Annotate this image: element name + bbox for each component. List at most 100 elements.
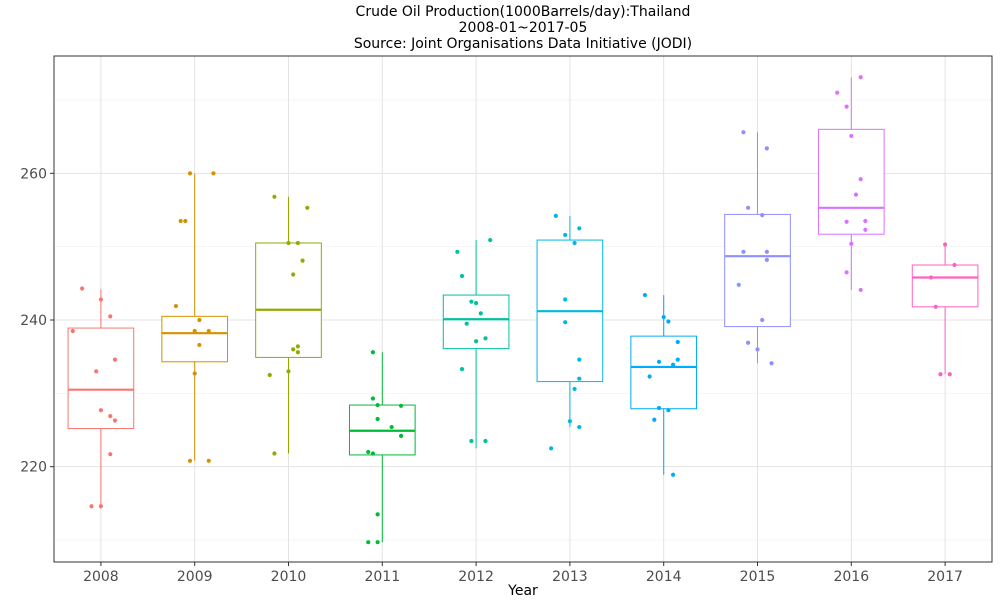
data-point [178,218,183,224]
boxes [67,77,979,543]
data-point [286,369,291,374]
data-point [483,336,488,341]
data-point [670,362,676,367]
data-point [844,219,849,224]
data-point [272,451,277,456]
data-point [474,301,479,306]
data-point [863,218,868,224]
x-tick-label: 2008 [83,569,119,585]
data-point [370,451,376,456]
data-point [187,171,193,176]
data-point [572,240,577,246]
data-point [375,402,380,408]
data-point [370,350,376,355]
data-point [844,270,849,275]
data-point [849,133,854,139]
box-body [161,315,229,363]
data-point [206,458,211,463]
data-point [760,213,765,218]
data-point [764,249,769,254]
box-2017 [911,244,979,375]
data-point [675,357,680,362]
data-point [389,424,394,430]
data-point [366,449,371,455]
data-point [746,340,751,345]
data-point [295,240,300,246]
data-point [98,297,103,302]
box-2009 [161,173,229,461]
x-tick-label: 2014 [646,569,682,585]
data-point [760,317,765,323]
box-2016 [817,77,885,290]
data-point [666,408,671,413]
data-point [563,232,568,238]
data-point [656,405,662,411]
data-point [741,130,746,135]
data-point [577,357,582,362]
data-points [70,75,957,545]
data-point [736,282,741,287]
box-body [255,242,322,358]
data-point [642,292,648,298]
data-point [197,317,202,323]
data-point [844,104,849,109]
data-point [938,372,943,377]
data-point [70,328,75,334]
data-point [267,372,272,378]
data-point [464,321,469,326]
data-point [398,433,404,438]
data-point [647,374,652,379]
data-point [764,257,769,262]
data-point [483,438,488,444]
data-point [295,344,300,349]
data-point [656,359,662,364]
data-point [947,372,952,377]
x-tick-label: 2012 [458,569,494,585]
data-point [108,452,113,457]
data-point [858,177,863,182]
data-point [549,446,554,451]
box-body [67,327,135,430]
data-point [563,320,568,325]
chart-title-block: Crude Oil Production(1000Barrels/day):Th… [0,4,1000,52]
data-point [108,314,113,319]
data-point [112,357,118,362]
data-point [741,249,746,254]
box-body [724,213,791,328]
data-point [563,297,568,302]
axes: 220 240 260 2008 2009 2010 2011 2012 2013 2014 201… [20,166,963,585]
data-point [858,287,863,293]
data-point [187,458,193,463]
data-point [567,419,573,424]
x-tick-label: 2009 [177,569,213,585]
chart-source: Source: Joint Organisations Data Initiat… [353,36,693,52]
data-point [211,171,216,176]
data-point [192,371,197,376]
x-tick-label: 2015 [740,569,776,585]
data-point [375,416,380,422]
data-point [652,417,657,422]
data-point [488,237,493,243]
x-tick-label: 2016 [833,569,869,585]
box-2011 [348,352,416,543]
data-point [675,339,680,345]
data-point [661,314,666,320]
y-tick-label: 240 [20,313,47,329]
data-point [455,249,460,254]
data-point [858,75,863,80]
data-point [670,472,676,477]
data-point [459,367,465,372]
data-point [300,258,305,263]
x-tick-label: 2013 [552,569,588,585]
data-point [577,376,582,381]
y-tick-label: 260 [20,166,47,182]
box-body [630,335,698,410]
data-point [206,328,211,334]
chart-subtitle: 2008-01~2017-05 [458,20,588,36]
data-point [553,213,558,218]
x-tick-label: 2011 [364,569,400,585]
data-point [769,361,774,366]
data-point [755,347,760,352]
data-point [764,146,769,151]
